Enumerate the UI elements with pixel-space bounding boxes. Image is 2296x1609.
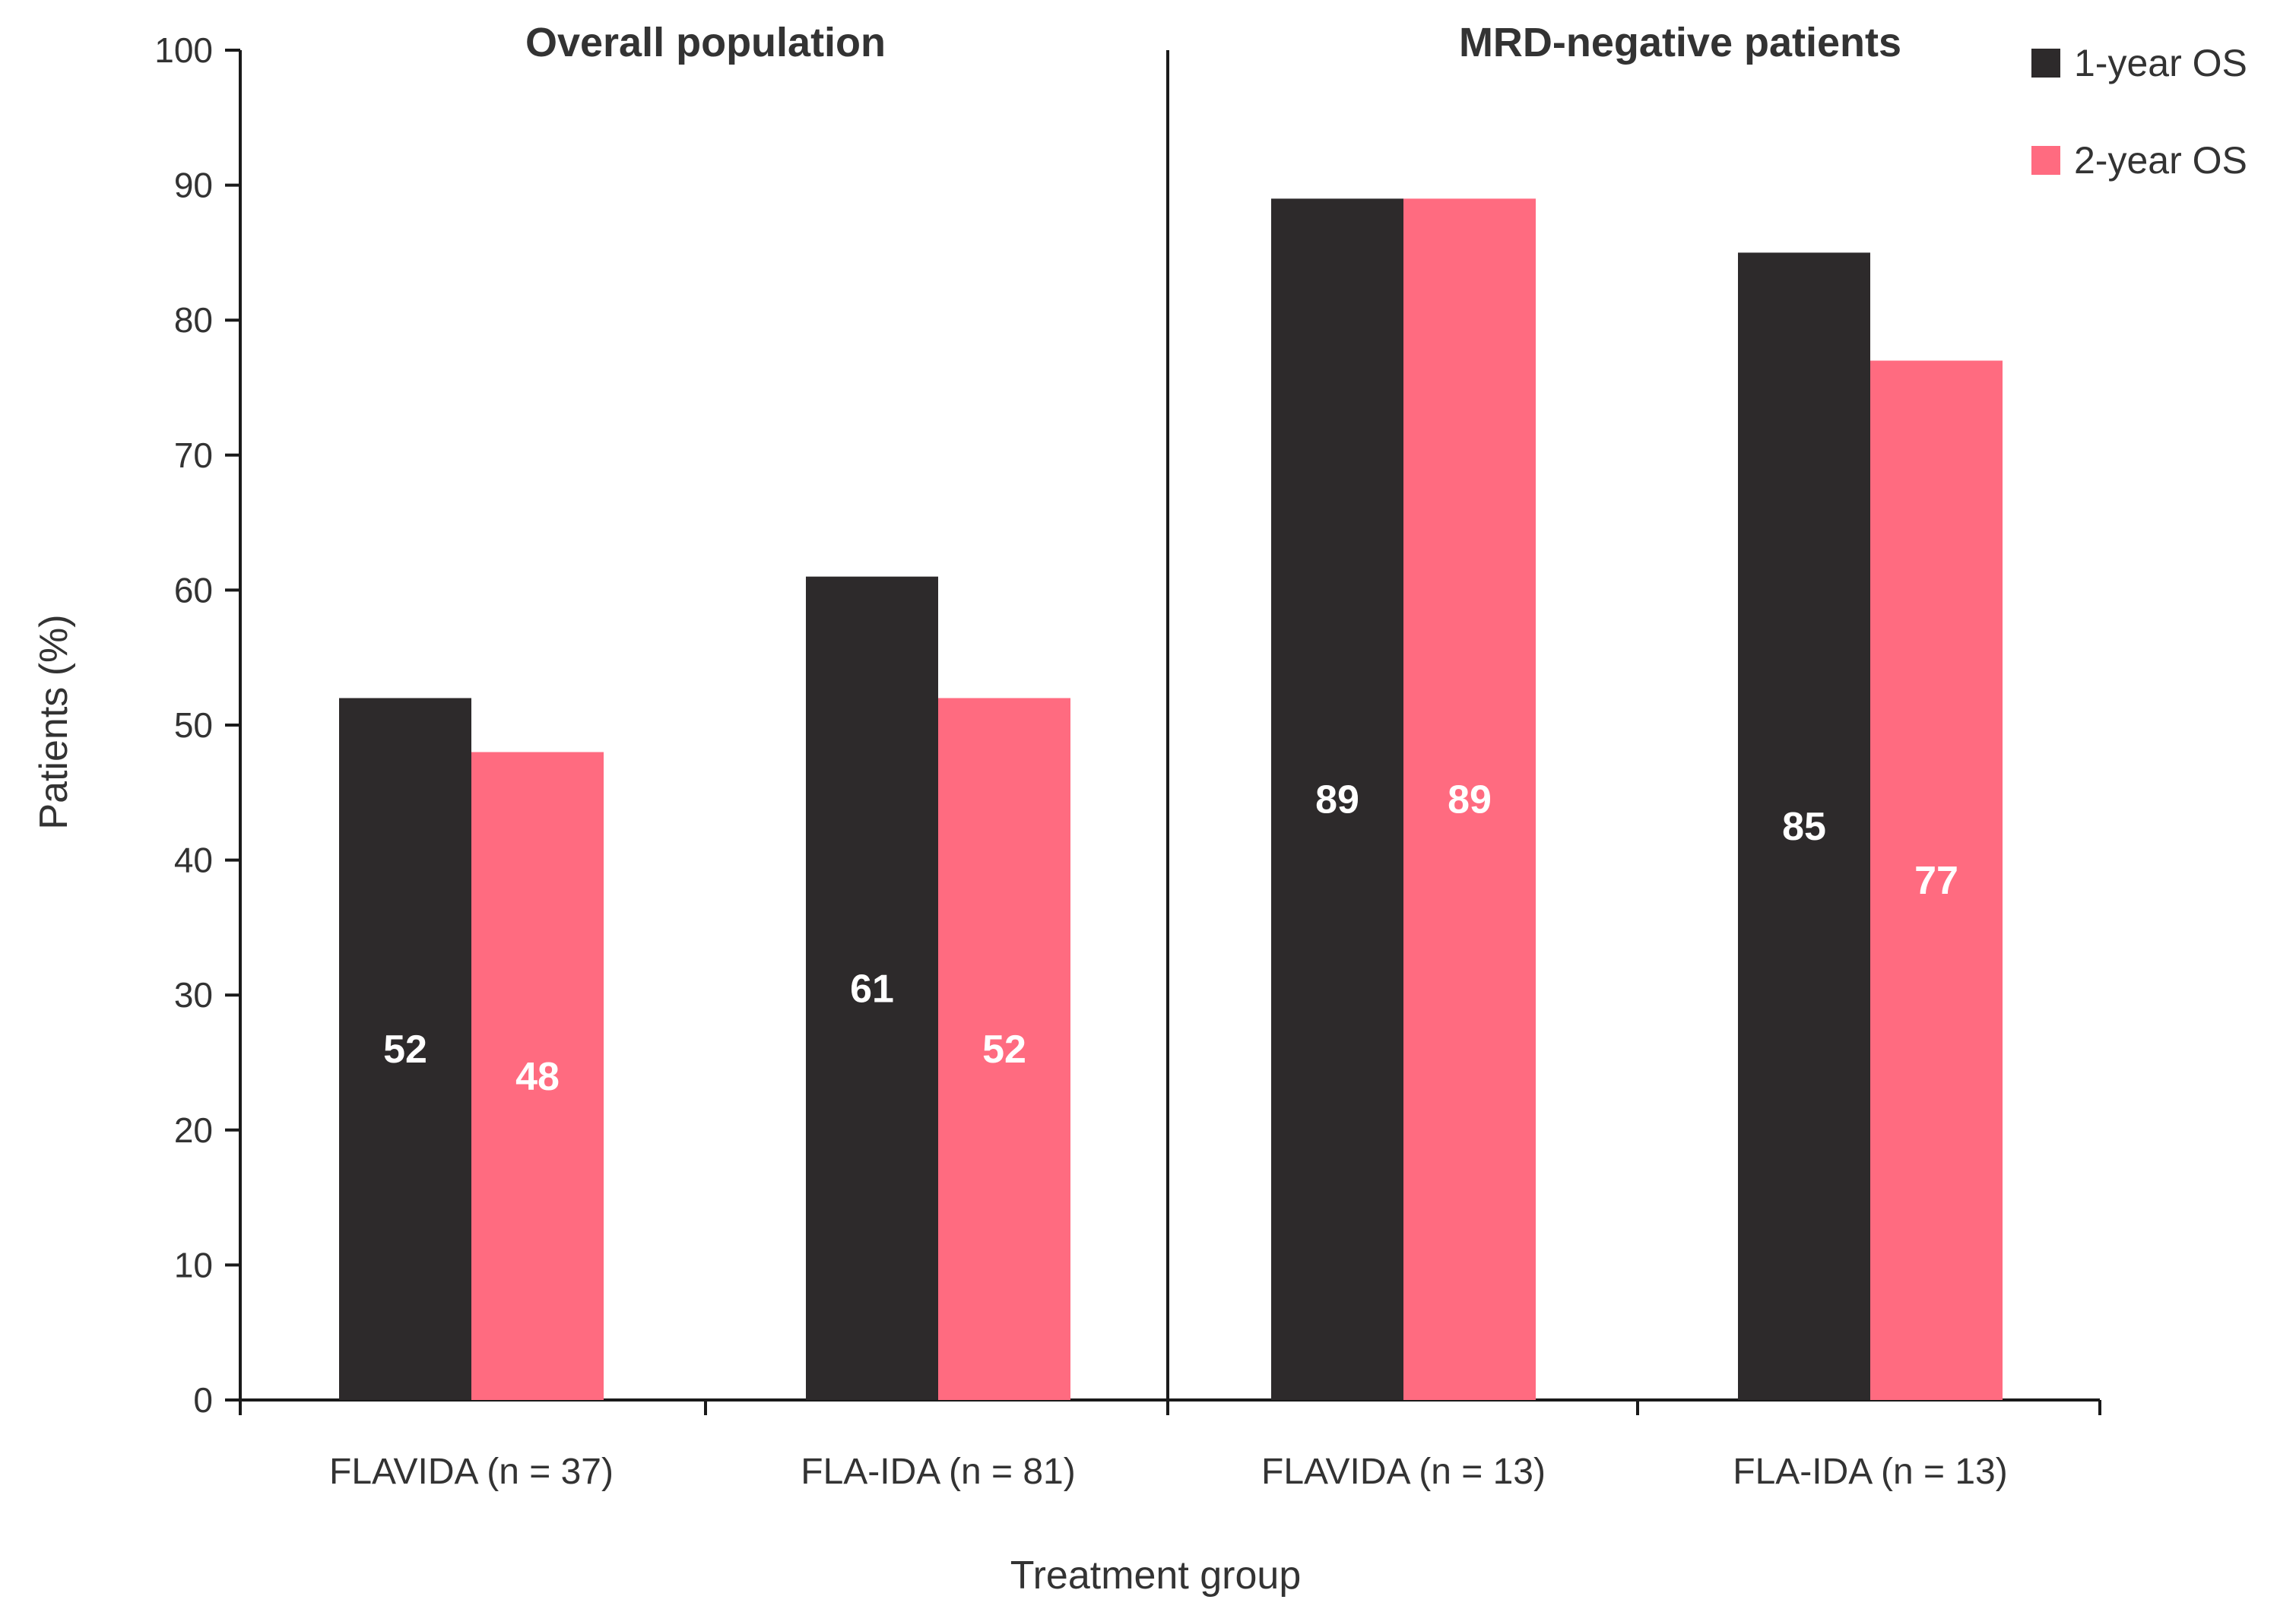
bar — [1403, 198, 1536, 1400]
bar — [806, 576, 938, 1400]
bar-value-label: 85 — [1782, 805, 1826, 849]
bar-value-label: 89 — [1315, 778, 1359, 822]
legend-label: 2-year OS — [2074, 139, 2247, 182]
x-category-label: FLAVIDA (n = 37) — [329, 1452, 614, 1492]
bar-value-label: 61 — [850, 967, 894, 1011]
bar-value-label: 52 — [982, 1028, 1026, 1072]
bar — [938, 698, 1070, 1400]
legend: 1-year OS 2-year OS — [2031, 42, 2247, 182]
legend-label: 1-year OS — [2074, 42, 2247, 84]
panel-title-mrd-negative: MRD-negative patients — [1459, 20, 1901, 65]
legend-swatch — [2031, 49, 2060, 78]
bars — [339, 198, 2003, 1401]
bar-value-label: 48 — [515, 1055, 560, 1099]
y-tick-label: 100 — [154, 30, 213, 70]
data-labels: 52 61 89 85 48 52 89 77 — [383, 778, 1958, 1099]
y-tick-label: 10 — [174, 1245, 213, 1284]
x-category-label: FLA-IDA (n = 81) — [801, 1452, 1075, 1492]
axis-text: Patients (%) Treatment group Overall pop… — [32, 20, 1901, 1598]
y-tick-label: 50 — [174, 705, 213, 745]
y-tick-label: 20 — [174, 1110, 213, 1150]
y-tick-label: 70 — [174, 436, 213, 475]
bar-value-label: 89 — [1448, 778, 1492, 822]
bar-value-label: 52 — [383, 1028, 427, 1072]
panel-title-overall: Overall population — [525, 20, 886, 65]
y-tick-label: 60 — [174, 570, 213, 610]
legend-swatch — [2031, 146, 2060, 175]
bar — [339, 698, 471, 1400]
y-axis-title: Patients (%) — [32, 614, 76, 829]
x-axis-title: Treatment group — [1010, 1554, 1301, 1598]
bar — [1271, 198, 1403, 1400]
bar — [471, 752, 604, 1400]
y-tick-label: 30 — [174, 975, 213, 1015]
y-tick-label: 80 — [174, 300, 213, 340]
y-tick-label: 40 — [174, 841, 213, 880]
x-category-label: FLAVIDA (n = 13) — [1261, 1452, 1546, 1492]
x-category-label: FLA-IDA (n = 13) — [1733, 1452, 2007, 1492]
bar — [1738, 252, 1870, 1400]
y-tick-label: 90 — [174, 166, 213, 205]
y-tick-label: 0 — [193, 1380, 213, 1420]
bar — [1870, 360, 2003, 1401]
axes: 0 10 20 30 40 50 60 70 80 90 100 FLAVIDA (n = 37) FL… — [154, 30, 2101, 1492]
bar-value-label: 77 — [1914, 859, 1958, 903]
